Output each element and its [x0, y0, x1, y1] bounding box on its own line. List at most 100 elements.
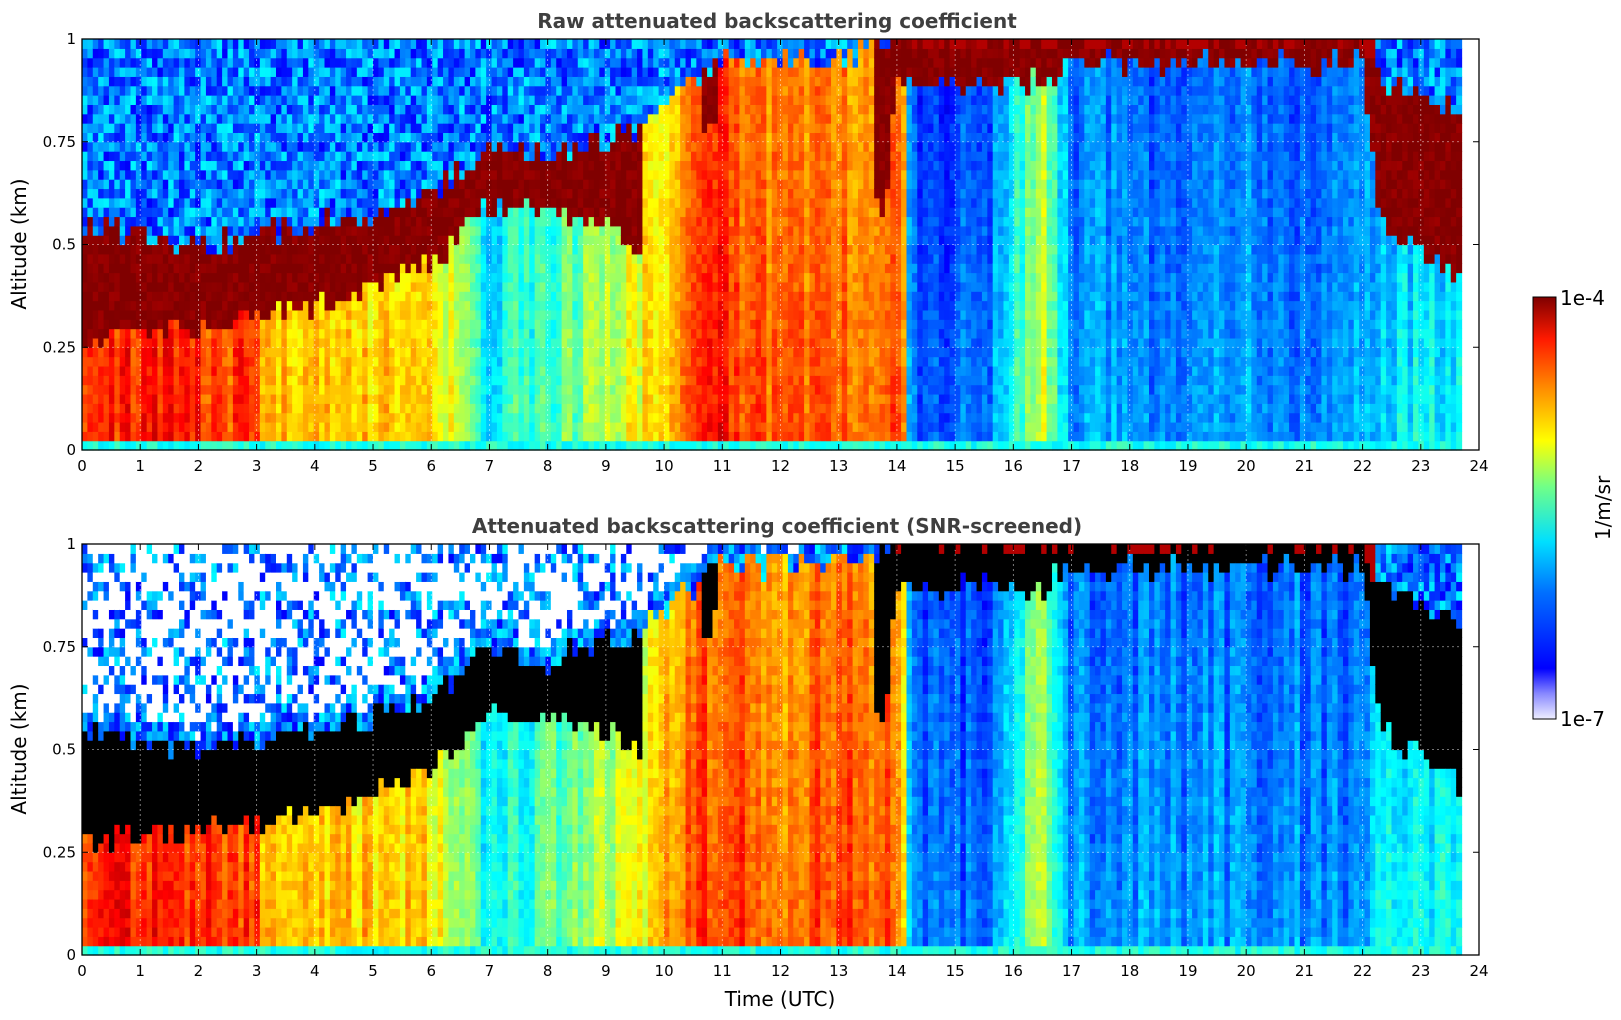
heat-cell — [669, 113, 676, 124]
heat-cell — [556, 291, 563, 302]
heat-cell — [599, 216, 606, 227]
heat-cell — [168, 253, 175, 264]
heat-cell — [653, 263, 660, 274]
heat-cell — [373, 263, 379, 274]
heat-cell — [87, 328, 94, 339]
heat-cell — [249, 151, 256, 162]
heat-cell — [459, 216, 466, 227]
heat-cell — [270, 328, 277, 339]
heat-cell — [259, 337, 266, 348]
heat-cell — [367, 347, 374, 358]
heat-cell — [523, 113, 530, 124]
heat-cell — [265, 151, 272, 162]
heat-cell — [604, 375, 611, 386]
heat-cell — [469, 412, 476, 423]
heat-cell — [389, 253, 396, 264]
heat-cell — [103, 197, 110, 208]
heat-cell — [130, 48, 137, 59]
heat-cell — [529, 160, 536, 171]
heat-cell — [615, 337, 622, 348]
heat-cell — [157, 57, 164, 68]
heat-cell — [480, 328, 487, 339]
heat-cell — [335, 337, 342, 348]
heat-cell — [416, 113, 423, 124]
heat-cell — [690, 244, 697, 255]
heat-cell — [335, 272, 342, 283]
heat-cell — [593, 403, 600, 414]
heat-cell — [599, 431, 606, 442]
heat-cell — [292, 235, 299, 246]
heat-cell — [243, 384, 250, 395]
heat-cell — [216, 403, 223, 414]
heat-cell — [308, 365, 315, 376]
heat-cell — [658, 225, 665, 236]
heat-cell — [200, 403, 207, 414]
heat-cell — [529, 123, 536, 134]
heat-cell — [669, 291, 676, 302]
heat-cell — [98, 197, 105, 208]
heat-cell — [475, 291, 482, 302]
heat-cell — [383, 235, 390, 246]
heat-cell — [572, 57, 579, 68]
heat-cell — [523, 57, 530, 68]
heat-cell — [518, 169, 525, 180]
heat-cell — [556, 412, 563, 423]
heat-cell — [141, 48, 148, 59]
heat-cell — [179, 421, 185, 432]
heat-cell — [432, 244, 439, 255]
heat-cell — [119, 440, 126, 451]
heat-cell — [184, 104, 191, 115]
heat-cell — [410, 76, 417, 87]
heat-cell — [367, 384, 374, 395]
heat-cell — [179, 188, 185, 199]
heat-cell — [448, 393, 455, 404]
heat-cell — [620, 365, 627, 376]
heat-cell — [599, 160, 606, 171]
heat-cell — [373, 300, 379, 311]
heat-cell — [459, 431, 466, 442]
heat-cell — [685, 48, 692, 59]
heat-cell — [87, 67, 94, 77]
heat-cell — [432, 179, 439, 190]
heat-cell — [324, 179, 331, 190]
heat-cell — [259, 76, 266, 87]
heat-cell — [663, 197, 670, 208]
heat-cell — [416, 356, 423, 367]
heat-cell — [432, 197, 439, 208]
heat-cell — [469, 197, 476, 208]
heat-cell — [469, 291, 476, 302]
heat-cell — [98, 169, 105, 180]
heat-cell — [135, 347, 142, 358]
heat-cell — [658, 160, 665, 171]
heat-cell — [577, 179, 584, 190]
heat-cell — [249, 440, 256, 451]
heat-cell — [168, 328, 175, 339]
heat-cell — [319, 291, 326, 302]
heat-cell — [383, 384, 390, 395]
heat-cell — [286, 104, 293, 115]
heat-cell — [157, 319, 164, 330]
heat-cell — [378, 319, 385, 330]
heat-cell — [356, 207, 363, 218]
heat-cell — [653, 328, 660, 339]
heat-cell — [319, 244, 326, 255]
heat-cell — [453, 169, 460, 180]
heat-cell — [448, 281, 455, 292]
heat-cell — [540, 244, 547, 255]
heat-cell — [642, 337, 649, 348]
heat-cell — [561, 132, 568, 143]
heat-cell — [480, 216, 487, 227]
heat-cell — [222, 104, 229, 115]
heat-cell — [162, 123, 169, 134]
heat-cell — [550, 225, 557, 236]
heat-cell — [313, 440, 320, 451]
heat-cell — [157, 141, 164, 152]
heat-cell — [588, 328, 595, 339]
heat-cell — [513, 113, 520, 124]
heat-cell — [469, 421, 476, 432]
heat-cell — [297, 179, 304, 190]
heat-cell — [82, 272, 88, 283]
heat-cell — [653, 440, 660, 451]
heat-cell — [642, 235, 649, 246]
heat-cell — [583, 225, 590, 236]
